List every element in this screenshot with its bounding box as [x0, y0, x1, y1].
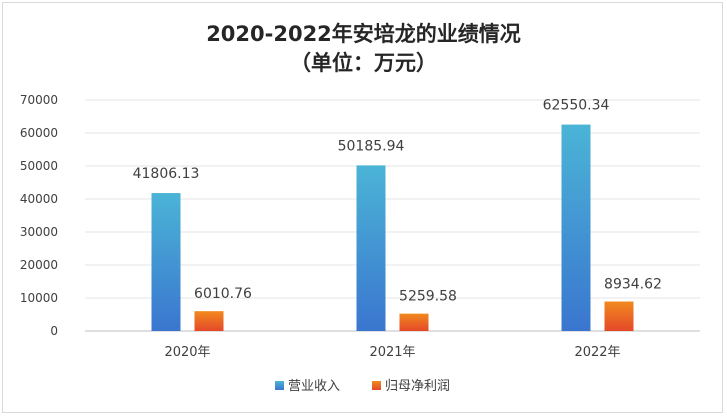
- profit-bar: [604, 301, 634, 331]
- data-label: 8934.62: [604, 277, 662, 293]
- legend-label-profit: 归母净利润: [385, 379, 450, 394]
- y-tick-label: 60000: [20, 126, 58, 140]
- y-tick-label: 20000: [20, 258, 58, 272]
- data-labels: 41806.13 6010.76 50185.94 5259.58 62550.34 89…: [133, 98, 662, 305]
- profit-bar: [399, 313, 429, 331]
- chart-subtitle: （单位：万元）: [290, 51, 437, 75]
- y-tick-label: 10000: [20, 291, 58, 305]
- data-label: 5259.58: [399, 289, 457, 305]
- revenue-bar: [356, 165, 386, 331]
- gridlines: [85, 99, 700, 332]
- data-label: 50185.94: [338, 138, 405, 154]
- y-axis: 0 10000 20000 30000 40000 50000 60000 70000: [20, 93, 58, 338]
- chart-title: 2020-2022年安培龙的业绩情况: [206, 22, 521, 46]
- x-tick-label: 2021年: [369, 345, 415, 360]
- data-label: 41806.13: [133, 166, 200, 182]
- legend: 营业收入 归母净利润: [275, 379, 450, 394]
- profit-bar: [194, 311, 224, 331]
- y-tick-label: 0: [50, 324, 58, 338]
- y-tick-label: 50000: [20, 159, 58, 173]
- x-axis: 2020年 2021年 2022年: [164, 345, 620, 360]
- revenue-bar: [561, 124, 591, 331]
- x-tick-label: 2022年: [574, 345, 620, 360]
- bars: [151, 124, 634, 331]
- y-tick-label: 40000: [20, 192, 58, 206]
- legend-swatch-revenue: [275, 381, 284, 390]
- x-tick-label: 2020年: [164, 345, 210, 360]
- y-tick-label: 30000: [20, 225, 58, 239]
- revenue-bar: [151, 193, 181, 331]
- legend-swatch-profit: [372, 381, 381, 390]
- legend-label-revenue: 营业收入: [288, 379, 340, 394]
- data-label: 6010.76: [194, 286, 252, 302]
- y-tick-label: 70000: [20, 93, 58, 107]
- data-label: 62550.34: [543, 98, 610, 114]
